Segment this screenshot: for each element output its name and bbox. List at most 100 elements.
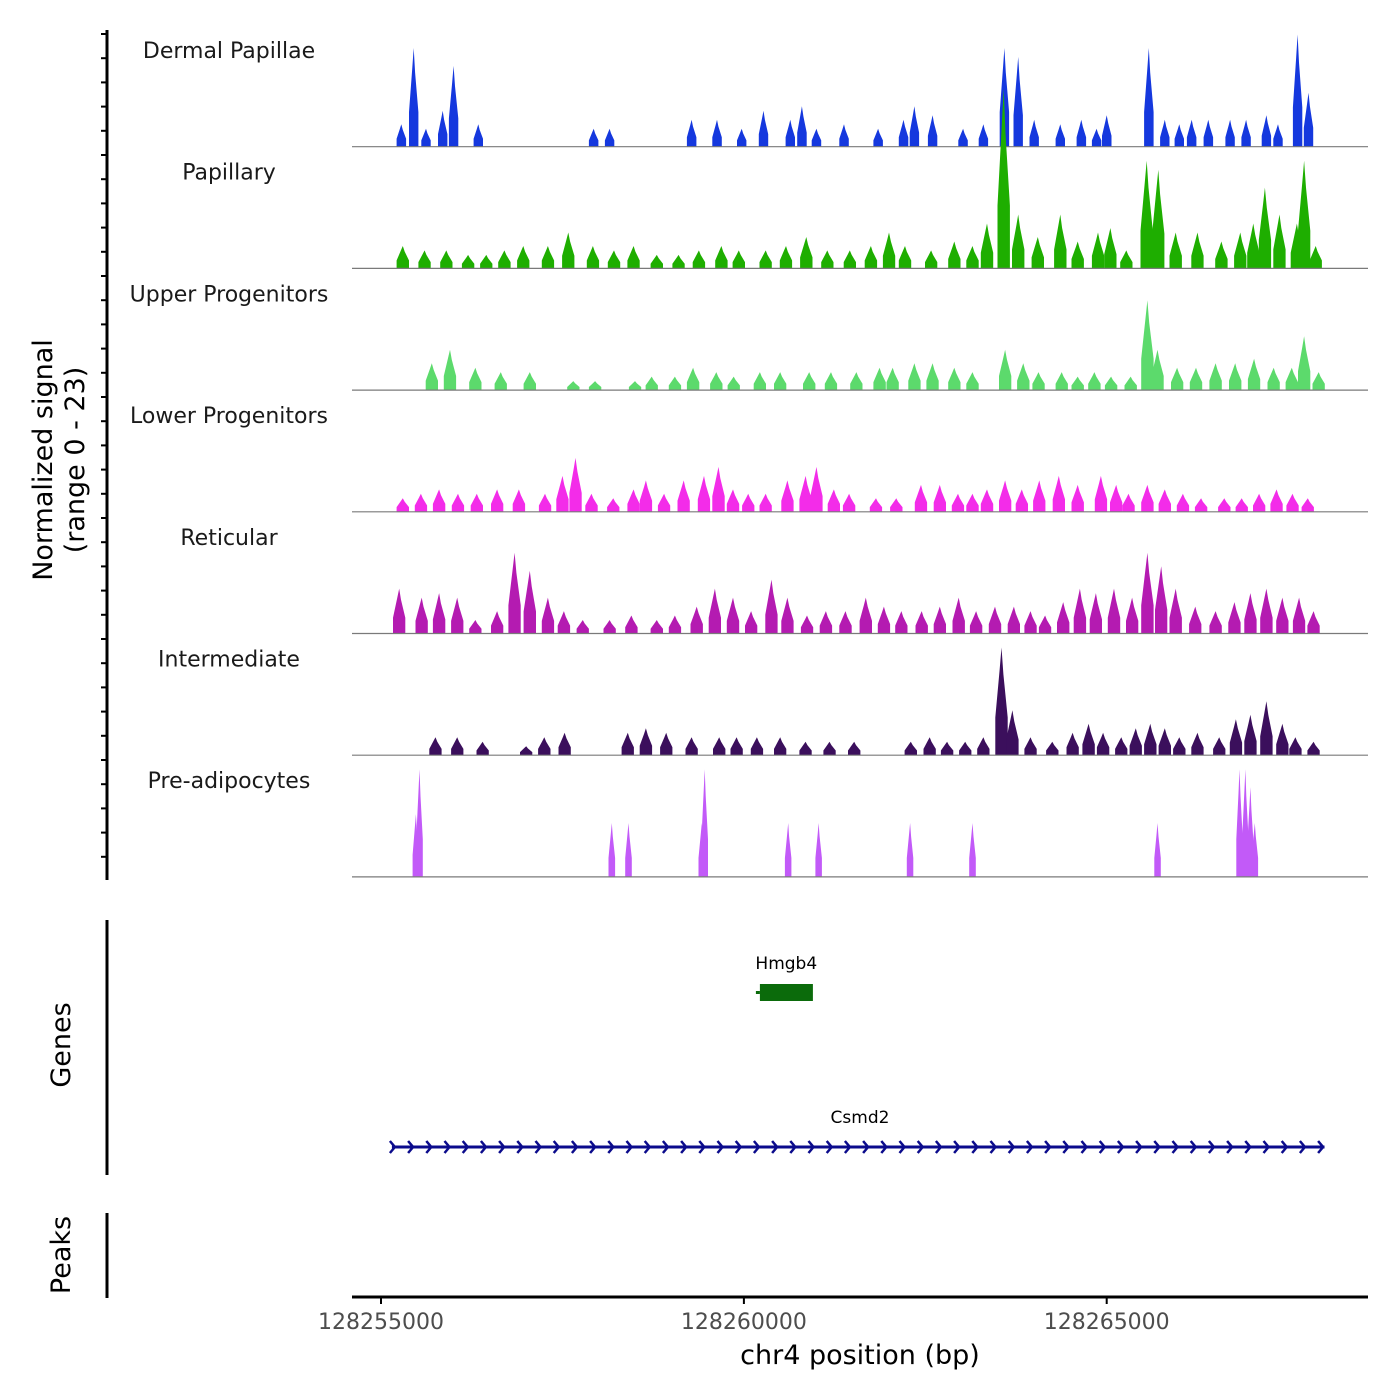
coverage-peak xyxy=(1032,372,1045,391)
coverage-peak xyxy=(708,588,721,634)
strand-arrow xyxy=(680,1140,688,1154)
coverage-peak xyxy=(1110,484,1123,512)
coverage-peak xyxy=(1007,606,1020,634)
coverage-peak xyxy=(685,737,698,756)
coverage-peak xyxy=(1228,602,1241,634)
coverage-peak xyxy=(966,493,979,512)
coverage-peak xyxy=(799,475,812,512)
coverage-peak xyxy=(541,597,555,634)
coverage-peak xyxy=(712,119,722,147)
coverage-peak xyxy=(1303,92,1314,147)
coverage-peak xyxy=(1115,737,1128,756)
coverage-peak xyxy=(988,606,1002,634)
coverage-peak xyxy=(1229,719,1243,756)
coverage-peak xyxy=(1107,588,1121,634)
strand-arrow xyxy=(443,1140,452,1154)
coverage-peak xyxy=(1273,214,1286,269)
coverage-peak xyxy=(1218,498,1231,512)
track-dermal-papillae: Dermal Papillae xyxy=(143,34,1368,148)
coverage-peak xyxy=(948,241,961,269)
gene-track: Hmgb4 Csmd2 xyxy=(388,954,1325,1154)
coverage-peak xyxy=(727,376,740,391)
coverage-peak xyxy=(959,741,972,756)
coverage-peak xyxy=(508,552,521,634)
coverage-peak xyxy=(1096,732,1110,756)
coverage-peak xyxy=(1215,241,1228,269)
coverage-peak xyxy=(933,606,946,634)
coverage-peak xyxy=(873,367,886,391)
coverage-peak xyxy=(1209,611,1222,634)
coverage-peak xyxy=(1160,119,1170,147)
coverage-peak xyxy=(715,246,728,269)
coverage-peak xyxy=(523,570,536,634)
strand-arrow xyxy=(1116,1140,1125,1154)
coverage-peak xyxy=(1076,119,1087,147)
track-lower-progenitors: Lower Progenitors xyxy=(130,404,1368,513)
coverage-peak xyxy=(498,250,511,269)
coverage-peak xyxy=(1209,363,1222,391)
track-label: Reticular xyxy=(180,526,278,551)
gene-label-csmd2: Csmd2 xyxy=(831,1108,890,1128)
coverage-peak xyxy=(1124,376,1137,391)
coverage-peak xyxy=(1017,363,1030,391)
coverage-peak xyxy=(969,823,976,877)
coverage-peak xyxy=(915,611,928,634)
coverage-peak xyxy=(859,597,872,634)
y-axis-lines xyxy=(101,30,109,1298)
coverage-peak xyxy=(1169,588,1182,634)
strand-arrow xyxy=(1207,1140,1216,1154)
coverage-axis-title-line1: Normalized signal xyxy=(28,339,59,581)
coverage-peak xyxy=(416,769,423,877)
coverage-peak xyxy=(886,367,899,391)
coverage-peak xyxy=(1307,611,1320,634)
track-label: Intermediate xyxy=(158,648,300,673)
coverage-peak xyxy=(690,606,703,634)
coverage-peak xyxy=(396,124,407,147)
strand-arrow xyxy=(407,1140,415,1154)
coverage-peak xyxy=(1247,223,1260,269)
coverage-peak xyxy=(438,110,448,147)
strand-arrow xyxy=(771,1140,779,1154)
coverage-peak xyxy=(823,741,836,756)
coverage-peak xyxy=(1033,480,1046,512)
track-intermediate: Intermediate xyxy=(158,647,1368,756)
coverage-peak xyxy=(567,381,580,391)
coverage-peak xyxy=(1298,336,1311,391)
coverage-peak xyxy=(657,493,671,512)
coverage-peak xyxy=(1052,475,1065,512)
coverage-peak xyxy=(726,489,740,512)
coverage-peak xyxy=(1247,358,1261,391)
coverage-peak xyxy=(1191,732,1204,756)
coverage-peak xyxy=(877,606,891,634)
coverage-peak xyxy=(1176,493,1190,512)
coverage-peak xyxy=(821,250,834,269)
coverage-peak xyxy=(494,372,507,391)
coverage-peak xyxy=(1189,606,1202,634)
coverage-peak xyxy=(409,48,419,147)
coverage-peak xyxy=(562,232,575,269)
track-label: Upper Progenitors xyxy=(130,282,329,307)
coverage-peak xyxy=(1260,588,1273,634)
coverage-peak xyxy=(940,741,954,756)
coverage-peak xyxy=(726,597,740,634)
x-axis-title: chr4 position (bp) xyxy=(740,1340,980,1371)
coverage-peak xyxy=(1013,56,1023,147)
strand-arrow xyxy=(898,1140,907,1154)
coverage-peak xyxy=(645,376,658,391)
x-tick-label: 128260000 xyxy=(681,1310,807,1335)
coverage-peak xyxy=(933,484,946,512)
coverage-peak xyxy=(765,579,778,634)
coverage-peak xyxy=(759,250,772,269)
coverage-peak xyxy=(958,128,968,147)
coverage-peak xyxy=(393,588,406,634)
strand-arrow xyxy=(1135,1140,1143,1154)
coverage-peak xyxy=(923,737,936,756)
track-pre-adipocytes: Pre-adipocytes xyxy=(148,769,1368,878)
coverage-peak xyxy=(1154,823,1161,877)
strand-arrow xyxy=(534,1140,543,1154)
coverage-peak xyxy=(927,115,938,147)
coverage-peak xyxy=(1174,124,1184,147)
track-label: Pre-adipocytes xyxy=(148,769,311,794)
coverage-peak xyxy=(692,250,706,269)
coverage-peak xyxy=(1029,119,1039,147)
